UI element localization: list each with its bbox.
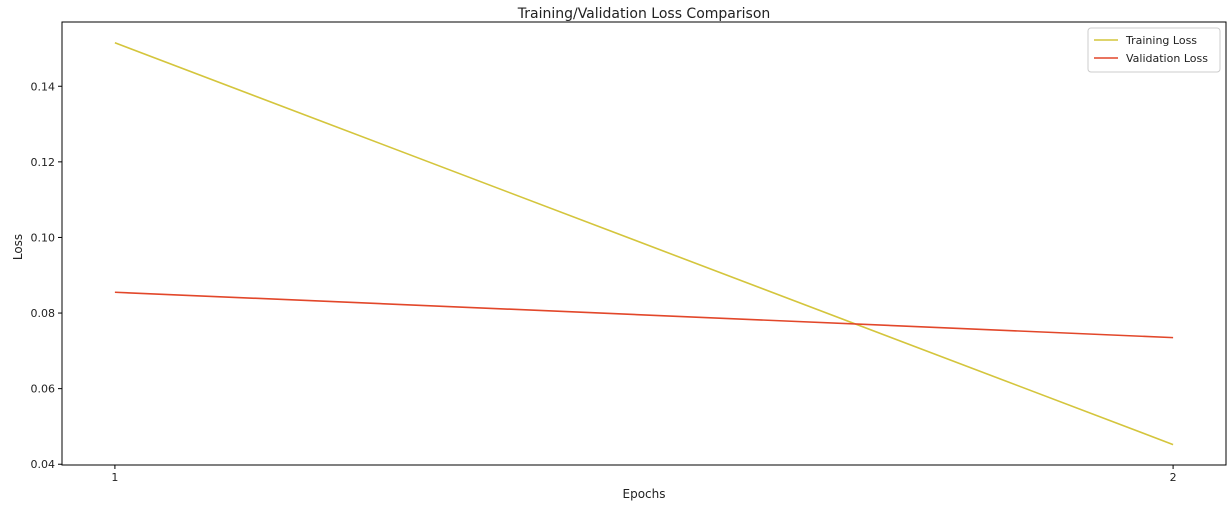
y-tick-label: 0.08 [31, 307, 56, 320]
x-axis-label: Epochs [623, 487, 666, 501]
chart-title: Training/Validation Loss Comparison [517, 6, 771, 22]
x-tick-label: 2 [1170, 471, 1177, 484]
y-axis-label: Loss [11, 234, 25, 260]
y-tick-label: 0.14 [31, 80, 56, 93]
legend-box [1087, 27, 1221, 73]
y-tick-label: 0.04 [31, 458, 56, 471]
legend: Training Loss Validation Loss [1087, 27, 1221, 73]
y-tick-label: 0.12 [31, 156, 56, 169]
legend-label: Training Loss [1125, 34, 1197, 47]
series-line-training-loss [114, 42, 1174, 446]
legend-label: Validation Loss [1126, 52, 1208, 65]
y-tick-label: 0.10 [31, 231, 56, 244]
series-line-validation-loss [114, 291, 1174, 339]
axes-frame [61, 21, 1227, 466]
plot-area: 0.04 0.06 0.08 0.10 0.12 0.14 1 2 [31, 21, 1227, 484]
y-tick-label: 0.06 [31, 383, 56, 396]
x-tick-label: 1 [111, 471, 118, 484]
